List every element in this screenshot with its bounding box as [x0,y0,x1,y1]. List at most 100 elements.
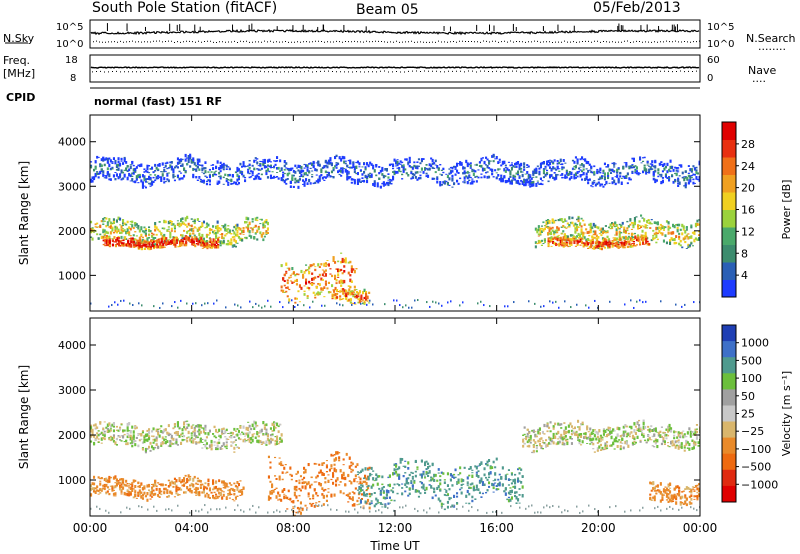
data-cell [462,181,465,183]
data-cell [641,433,644,436]
data-cell [179,243,182,247]
data-cell [542,221,545,224]
data-cell [657,431,660,435]
data-cell [215,241,218,244]
data-cell [614,237,617,240]
data-cell [300,269,303,274]
data-cell [498,168,501,170]
data-cell [689,168,692,172]
data-cell [159,245,162,249]
data-cell [573,432,576,436]
data-cell [654,439,657,441]
ground-speckle [123,299,125,302]
data-cell [599,176,602,179]
data-cell [560,218,563,222]
data-cell [114,477,117,479]
data-cell [219,240,222,242]
data-cell [251,228,254,231]
data-cell [242,233,245,235]
data-cell [591,171,594,174]
data-cell [234,444,237,446]
data-cell [102,223,105,225]
data-cell [237,447,240,449]
data-cell [242,229,245,233]
data-cell [282,171,285,174]
data-cell [577,217,580,220]
data-cell [583,436,586,440]
data-cell [565,241,568,243]
data-cell [96,489,99,492]
data-cell [222,165,225,169]
data-cell [687,236,690,240]
data-cell [91,176,94,180]
data-cell [198,424,201,428]
data-cell [119,485,122,489]
data-cell [552,435,555,439]
data-cell [457,163,460,165]
ground-speckle [141,304,143,307]
data-cell [178,170,181,173]
data-cell [542,228,545,232]
data-cell [563,422,566,424]
data-cell [336,296,339,299]
data-cell [612,428,615,432]
data-cell [651,163,654,167]
data-cell [517,180,520,184]
data-cell [619,441,622,444]
data-cell [552,426,555,430]
data-cell [204,432,207,435]
data-cell [560,232,563,234]
data-cell [565,235,568,239]
data-cell [327,263,330,267]
data-cell [340,170,343,173]
data-cell [465,159,468,164]
data-cell [343,294,346,297]
data-cell [329,161,332,164]
data-cell [188,240,191,242]
data-cell [128,231,131,234]
data-cell [268,439,271,443]
data-cell [587,161,590,164]
data-cell [576,235,579,238]
data-cell [137,433,140,434]
data-cell [564,430,567,434]
data-cell [539,240,542,244]
data-cell [126,165,129,167]
data-cell [350,270,353,273]
data-cell [633,217,636,220]
data-cell [111,229,114,232]
data-cell [547,221,550,225]
data-cell [129,223,132,225]
data-cell [169,235,172,239]
data-cell [265,170,268,173]
data-cell [495,176,498,179]
data-cell [161,436,164,440]
data-cell [632,233,635,235]
data-cell [552,161,555,164]
data-cell [621,236,624,239]
data-cell [217,243,220,245]
data-cell [242,161,245,164]
data-cell [279,170,282,172]
data-cell [114,239,117,243]
data-cell [97,433,100,437]
data-cell [163,219,166,224]
data-cell [678,181,681,185]
data-cell [114,244,117,248]
data-cell [524,181,527,185]
data-cell [122,483,125,485]
data-cell [427,168,430,171]
data-cell [237,169,240,171]
data-cell [94,427,97,429]
data-cell [303,163,306,166]
data-cell [608,168,611,172]
data-cell [639,243,642,246]
data-cell [274,443,277,446]
data-cell [198,177,201,179]
data-cell [463,176,466,180]
data-cell [300,170,303,173]
data-cell [548,222,551,224]
data-cell [172,240,175,243]
data-cell [265,423,268,426]
data-cell [672,238,675,240]
